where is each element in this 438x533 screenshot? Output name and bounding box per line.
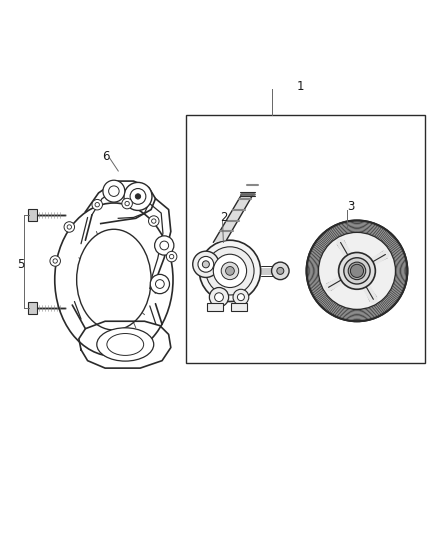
Circle shape (92, 199, 102, 210)
Circle shape (122, 198, 132, 209)
Bar (186, 115, 425, 363)
Circle shape (155, 280, 164, 288)
Text: 3: 3 (347, 200, 354, 213)
Polygon shape (213, 194, 253, 243)
Circle shape (124, 182, 152, 211)
Circle shape (233, 289, 249, 305)
Circle shape (109, 186, 119, 197)
Circle shape (202, 261, 209, 268)
Text: 6: 6 (102, 150, 110, 163)
Ellipse shape (97, 328, 154, 361)
Circle shape (198, 256, 214, 272)
Bar (28, 302, 37, 314)
Circle shape (135, 194, 141, 199)
Circle shape (150, 274, 170, 294)
Circle shape (272, 262, 289, 280)
Circle shape (95, 203, 99, 207)
Circle shape (170, 254, 174, 259)
Circle shape (318, 232, 396, 310)
Circle shape (50, 256, 60, 266)
Bar (207, 303, 223, 311)
Circle shape (125, 201, 129, 206)
Text: 2: 2 (219, 211, 227, 223)
Circle shape (344, 258, 370, 284)
Circle shape (152, 219, 156, 223)
Circle shape (130, 189, 146, 204)
Text: 5: 5 (18, 258, 25, 271)
Circle shape (53, 259, 57, 263)
Circle shape (226, 266, 234, 275)
Circle shape (199, 240, 261, 302)
Circle shape (213, 254, 247, 287)
Ellipse shape (77, 229, 151, 330)
Circle shape (160, 241, 169, 250)
Circle shape (193, 251, 219, 278)
Circle shape (155, 236, 174, 255)
Circle shape (237, 294, 244, 301)
Circle shape (350, 264, 364, 278)
Circle shape (148, 216, 159, 227)
Circle shape (277, 268, 284, 274)
Circle shape (215, 293, 223, 302)
Ellipse shape (107, 334, 144, 356)
Text: 1: 1 (296, 80, 304, 93)
Circle shape (307, 221, 407, 321)
Circle shape (209, 287, 229, 307)
Circle shape (103, 180, 125, 202)
Circle shape (64, 222, 74, 232)
Circle shape (339, 253, 375, 289)
Circle shape (67, 225, 71, 229)
Circle shape (348, 262, 366, 280)
Circle shape (221, 262, 239, 280)
Bar (231, 303, 247, 311)
Circle shape (206, 247, 254, 295)
Circle shape (166, 252, 177, 262)
Bar (28, 209, 37, 221)
